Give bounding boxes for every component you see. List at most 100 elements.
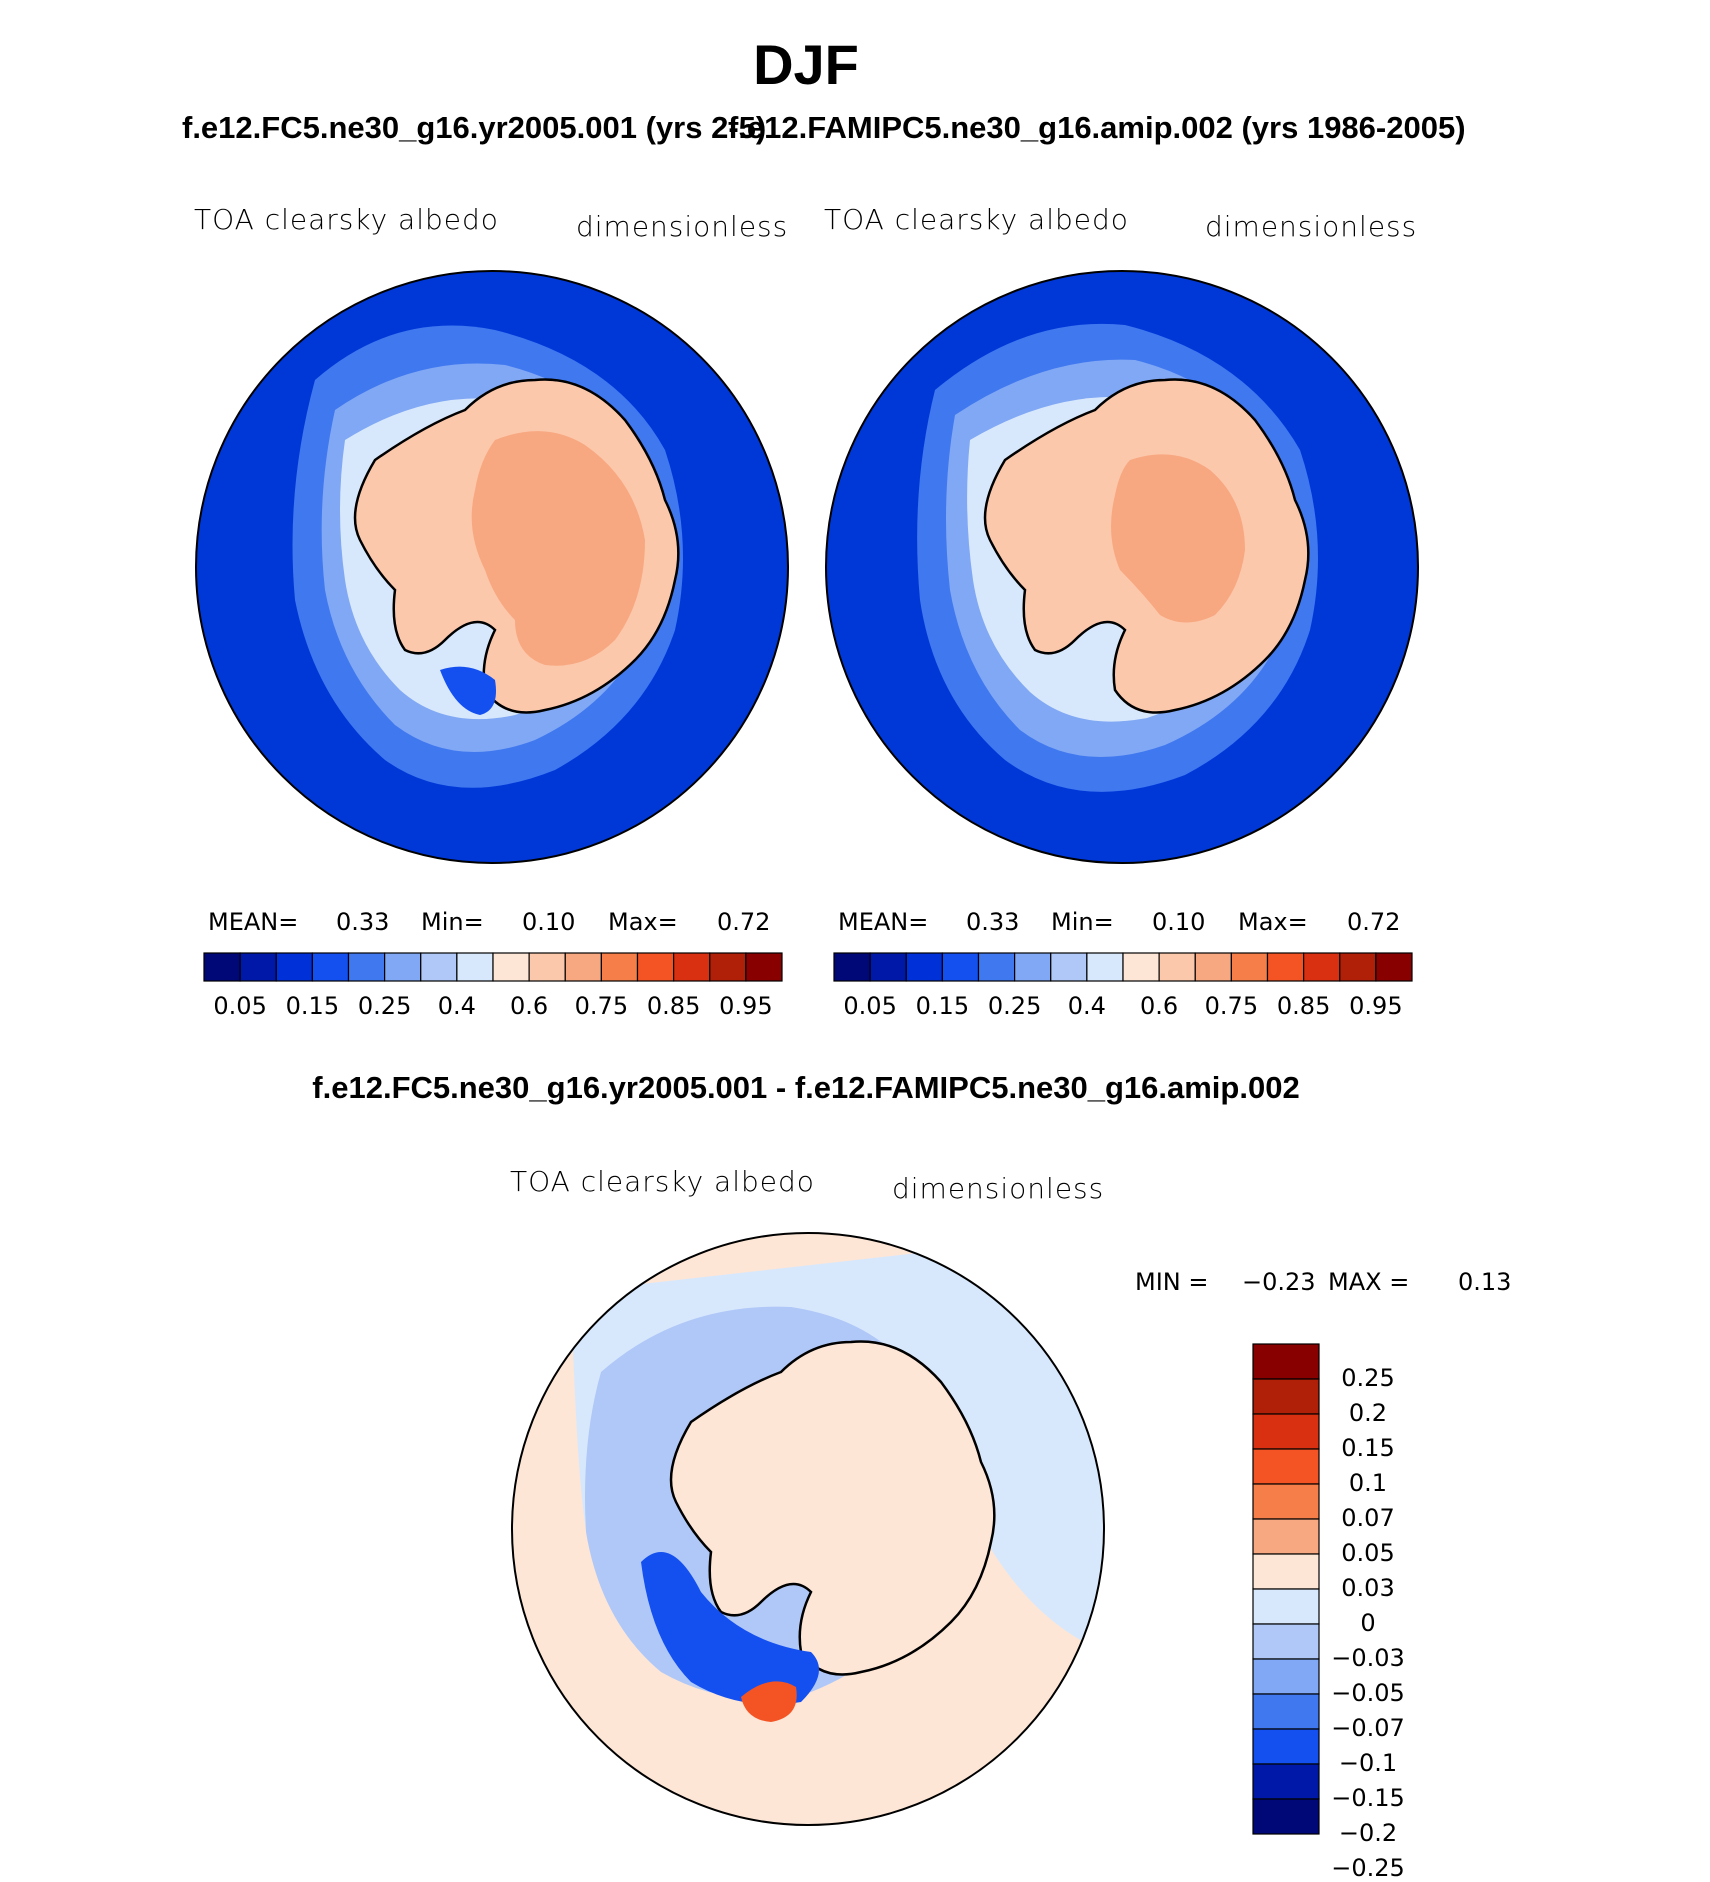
colorbar-tick-label: 0.15 — [915, 992, 970, 1020]
colorbar-swatch — [600, 952, 639, 982]
colorbar-swatch — [564, 952, 602, 982]
continent-interior — [471, 431, 645, 666]
min-value: 0.10 — [522, 908, 576, 936]
colorbar-swatch — [1252, 1553, 1320, 1590]
colorbar-tick-label: 0.05 — [1341, 1539, 1395, 1567]
min-value: 0.10 — [1152, 908, 1206, 936]
positive-patch — [741, 1681, 797, 1722]
diff-units-label: dimensionless — [892, 1172, 1105, 1205]
max-value: 0.72 — [717, 908, 771, 936]
colorbar-tick-label: −0.1 — [1338, 1749, 1398, 1777]
difference-polar-map — [511, 1232, 1105, 1826]
continent-interior — [1111, 454, 1245, 623]
colorbar-swatch — [1266, 952, 1305, 982]
colorbar-tick-label: −0.25 — [1331, 1854, 1405, 1882]
colorbar-swatch — [1252, 1483, 1320, 1520]
colorbar-swatch — [1252, 1343, 1320, 1380]
mean-label: MEAN= — [838, 908, 929, 936]
colorbar-tick-label: 0.07 — [1341, 1504, 1395, 1532]
colorbar-tick-label: 0.85 — [646, 992, 701, 1020]
colorbar-swatch — [203, 952, 241, 982]
colorbar-swatch — [1252, 1658, 1320, 1695]
colorbar-swatch — [745, 952, 783, 982]
colorbar-swatch — [1252, 1588, 1320, 1625]
left-variable-label: TOA clearsky albedo — [194, 203, 499, 236]
colorbar-tick-label: 0.03 — [1341, 1574, 1395, 1602]
colorbar-tick-label: 0.6 — [510, 992, 549, 1020]
right-case-title: f.e12.FAMIPC5.ne30_g16.amip.002 (yrs 198… — [728, 110, 1466, 145]
colorbar-swatch — [1339, 952, 1377, 982]
right-polar-map — [825, 270, 1419, 864]
colorbar-tick-label: 0 — [1360, 1609, 1376, 1637]
colorbar-swatch — [709, 952, 747, 982]
colorbar-swatch — [1014, 952, 1052, 982]
colorbar-swatch — [528, 952, 566, 982]
strong-negative-patch — [641, 1552, 819, 1705]
colorbar-swatch — [1252, 1798, 1320, 1835]
low-albedo-patch — [440, 666, 496, 715]
colorbar-swatch — [1086, 952, 1124, 982]
colorbar-swatch — [1230, 952, 1269, 982]
difference-colorbar — [1252, 1343, 1320, 1835]
colorbar-swatch — [977, 952, 1016, 982]
colorbar-swatch — [1252, 1413, 1320, 1450]
diff-min-label: MIN = — [1135, 1268, 1209, 1296]
colorbar-tick-label: −0.03 — [1331, 1644, 1405, 1672]
diff-max-value: 0.13 — [1458, 1268, 1512, 1296]
min-label: Min= — [421, 908, 484, 936]
colorbar-swatch — [420, 952, 458, 982]
colorbar-swatch — [311, 952, 350, 982]
colorbar-swatch — [1158, 952, 1196, 982]
colorbar-swatch — [1050, 952, 1088, 982]
mean-value: 0.33 — [336, 908, 390, 936]
colorbar-swatch — [275, 952, 313, 982]
colorbar-tick-label: −0.07 — [1331, 1714, 1405, 1742]
colorbar-tick-label: 0.15 — [1341, 1434, 1395, 1462]
colorbar-swatch — [1252, 1763, 1320, 1800]
colorbar-swatch — [1303, 952, 1341, 982]
colorbar-swatch — [384, 952, 422, 982]
colorbar-tick-label: 0.95 — [719, 992, 773, 1020]
colorbar-swatch — [833, 952, 871, 982]
max-label: Max= — [608, 908, 678, 936]
colorbar-swatch — [1375, 952, 1413, 982]
continent-land — [669, 1340, 996, 1676]
colorbar-tick-label: 0.75 — [574, 992, 629, 1020]
colorbar-swatch — [905, 952, 943, 982]
diff-variable-label: TOA clearsky albedo — [510, 1165, 815, 1198]
min-label: Min= — [1051, 908, 1114, 936]
colorbar-tick-label: 0.1 — [1348, 1469, 1388, 1497]
colorbar-tick-label: −0.2 — [1338, 1819, 1398, 1847]
max-value: 0.72 — [1347, 908, 1401, 936]
colorbar-swatch — [1252, 1728, 1320, 1765]
difference-title: f.e12.FC5.ne30_g16.yr2005.001 - f.e12.FA… — [312, 1070, 1300, 1105]
right-variable-label: TOA clearsky albedo — [824, 203, 1129, 236]
diff-min-value: −0.23 — [1242, 1268, 1316, 1296]
colorbar-swatch — [1122, 952, 1160, 982]
colorbar-swatch — [1252, 1693, 1320, 1730]
colorbar-tick-label: 0.25 — [1341, 1364, 1395, 1392]
colorbar-swatch — [1252, 1448, 1320, 1485]
right-colorbar — [833, 952, 1413, 982]
colorbar-tick-label: 0.2 — [1348, 1399, 1388, 1427]
season-title: DJF — [753, 33, 859, 96]
colorbar-swatch — [1252, 1623, 1320, 1660]
colorbar-tick-label: 0.25 — [987, 992, 1042, 1020]
colorbar-tick-label: 0.25 — [357, 992, 412, 1020]
colorbar-tick-label: 0.95 — [1349, 992, 1403, 1020]
colorbar-tick-label: 0.75 — [1204, 992, 1259, 1020]
colorbar-swatch — [347, 952, 386, 982]
colorbar-swatch — [1194, 952, 1232, 982]
colorbar-swatch — [456, 952, 494, 982]
colorbar-swatch — [239, 952, 277, 982]
colorbar-swatch — [941, 952, 980, 982]
colorbar-tick-label: −0.15 — [1331, 1784, 1405, 1812]
left-case-title: f.e12.FC5.ne30_g16.yr2005.001 (yrs 2-5) — [182, 110, 767, 145]
colorbar-tick-label: 0.15 — [285, 992, 340, 1020]
colorbar-swatch — [492, 952, 530, 982]
mean-label: MEAN= — [208, 908, 299, 936]
diff-max-label: MAX = — [1328, 1268, 1410, 1296]
colorbar-swatch — [869, 952, 907, 982]
colorbar-swatch — [673, 952, 711, 982]
colorbar-tick-label: 0.05 — [843, 992, 897, 1020]
